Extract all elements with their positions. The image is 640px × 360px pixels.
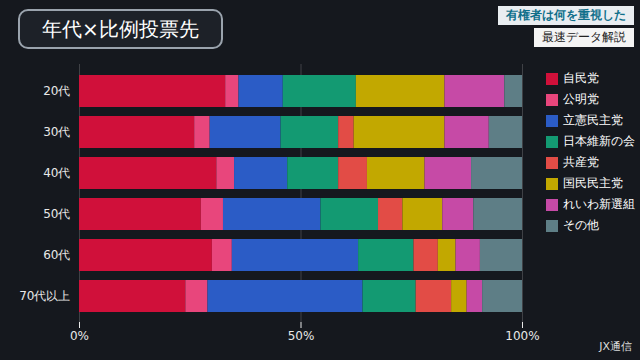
html-text:自民党: 自民党 — [563, 71, 599, 85]
html-text:その他: その他 — [563, 218, 599, 232]
html-text:最速データ解説: 最速データ解説 — [542, 30, 626, 44]
html-text:有権者は何を重視した: 有権者は何を重視した — [506, 8, 626, 22]
svg-text:60代: 60代 — [43, 248, 70, 262]
html-text:立憲民主党: 立憲民主党 — [563, 113, 623, 127]
html-text:共産党: 共産党 — [563, 155, 599, 169]
html-text:公明党: 公明党 — [563, 92, 599, 106]
svg-text:40代: 40代 — [43, 166, 70, 180]
svg-text:50代: 50代 — [43, 207, 70, 221]
svg-text:20代: 20代 — [43, 84, 70, 98]
svg-text:50%: 50% — [288, 329, 315, 343]
html-text:日本維新の会: 日本維新の会 — [563, 134, 635, 148]
svg-text:30代: 30代 — [43, 125, 70, 139]
html-text:れいわ新選組: れいわ新選組 — [563, 197, 635, 211]
html-text:JX通信: JX通信 — [599, 340, 632, 353]
svg-text:100%: 100% — [505, 329, 539, 343]
html-text:年代×比例投票先: 年代×比例投票先 — [42, 17, 199, 41]
svg-text:0%: 0% — [70, 329, 89, 343]
svg-text:70代以上: 70代以上 — [19, 289, 70, 303]
html-text:国民民主党: 国民民主党 — [563, 176, 623, 190]
